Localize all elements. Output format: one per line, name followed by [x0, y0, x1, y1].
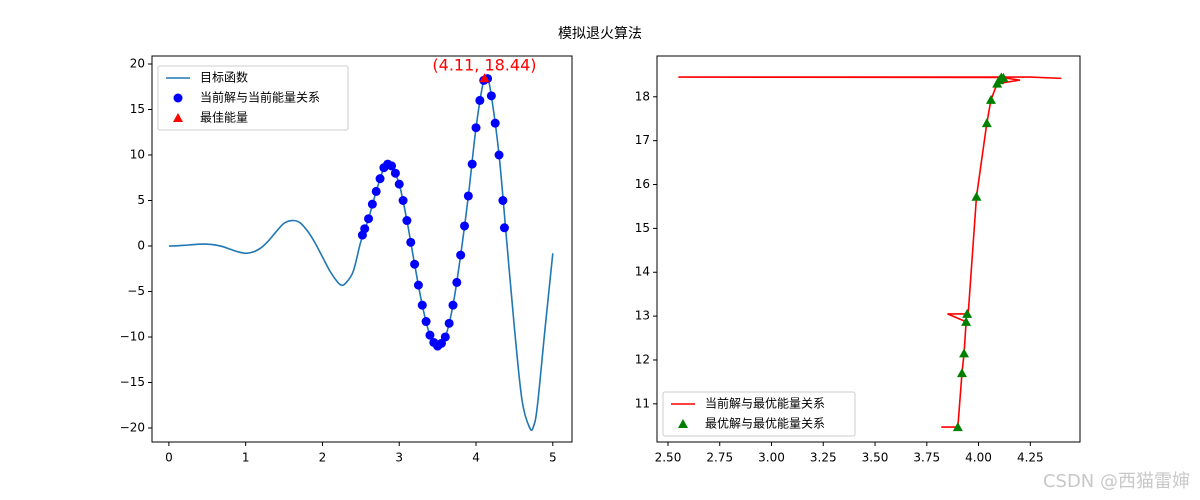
point — [961, 316, 972, 326]
point — [390, 168, 400, 178]
point — [452, 277, 462, 287]
legend-box — [662, 391, 856, 437]
legend-label: 目标函数 — [200, 70, 248, 85]
axes-frame — [151, 55, 573, 443]
y-tick-label: 16 — [635, 177, 650, 191]
y-tick-label: 15 — [635, 221, 650, 235]
point — [371, 186, 381, 196]
point — [364, 214, 374, 224]
point — [985, 94, 996, 104]
y-tick-label: 17 — [635, 133, 650, 147]
legend-label: 当前解与最优能量关系 — [705, 396, 825, 411]
point — [440, 332, 450, 342]
point — [406, 237, 416, 247]
y-tick-label: 20 — [130, 57, 145, 71]
point — [367, 199, 377, 209]
axes-frame — [656, 55, 1081, 443]
legend-label: 最佳能量 — [200, 111, 248, 125]
y-tick-label: 11 — [635, 396, 650, 410]
legend-box — [157, 65, 349, 131]
point — [375, 174, 385, 184]
point — [971, 191, 982, 201]
point — [998, 72, 1009, 82]
point — [952, 422, 963, 432]
x-tick-label: 3.50 — [862, 451, 889, 465]
watermark: CSDN @西猫雷婶 — [1043, 471, 1190, 492]
point — [962, 308, 973, 318]
point — [471, 123, 481, 133]
point — [475, 95, 485, 105]
point — [956, 368, 967, 378]
point — [486, 91, 496, 101]
legend-label: 当前解与当前能量关系 — [200, 90, 320, 105]
y-tick-label: −5 — [127, 284, 145, 298]
point — [425, 330, 435, 340]
x-tick-label: 2 — [319, 451, 327, 465]
point — [463, 191, 473, 201]
y-tick-label: 13 — [635, 309, 650, 323]
point — [394, 179, 404, 189]
annotation: (4.11, 18.44) — [432, 56, 536, 75]
y-tick-label: 0 — [137, 238, 145, 252]
x-tick-label: 4 — [472, 451, 480, 465]
x-tick-label: 2.50 — [655, 451, 682, 465]
point — [494, 150, 504, 160]
point — [981, 118, 992, 128]
x-tick-label: 3.25 — [810, 451, 837, 465]
point — [402, 216, 412, 226]
point — [413, 280, 423, 290]
point — [490, 118, 500, 128]
x-tick-label: 3 — [395, 451, 403, 465]
point — [456, 250, 466, 260]
y-tick-label: 15 — [130, 102, 145, 116]
line — [678, 76, 1062, 428]
point — [398, 195, 408, 205]
y-tick-label: −10 — [120, 329, 145, 343]
y-tick-label: 10 — [130, 148, 145, 162]
point — [460, 221, 470, 231]
point — [479, 73, 490, 83]
x-tick-label: 4.25 — [1017, 451, 1044, 465]
x-tick-label: 5 — [549, 451, 557, 465]
plot-area — [168, 73, 554, 432]
point — [959, 348, 970, 358]
y-tick-label: −20 — [120, 420, 145, 434]
legend-swatch — [173, 113, 183, 122]
point — [360, 224, 370, 234]
y-tick-label: 14 — [635, 265, 650, 279]
point — [444, 318, 454, 328]
point — [499, 223, 509, 233]
point — [387, 161, 397, 171]
point — [448, 300, 458, 310]
y-tick-label: 5 — [137, 193, 145, 207]
x-tick-label: 3.75 — [913, 451, 940, 465]
point — [417, 300, 427, 310]
x-tick-label: 1 — [242, 451, 250, 465]
figure-title: 模拟退火算法 — [558, 26, 642, 42]
x-tick-label: 2.75 — [706, 451, 733, 465]
point — [410, 259, 420, 269]
y-tick-label: 18 — [635, 89, 650, 103]
x-tick-label: 3.00 — [758, 451, 785, 465]
y-tick-label: 12 — [635, 352, 650, 366]
point — [498, 195, 508, 205]
point — [467, 159, 477, 169]
legend-swatch — [173, 93, 183, 103]
plot-area — [678, 72, 1062, 432]
legend-label: 最优解与最优能量关系 — [705, 417, 825, 431]
x-tick-label: 0 — [165, 451, 173, 465]
point — [421, 317, 431, 327]
y-tick-label: −15 — [120, 375, 145, 389]
x-tick-label: 4.00 — [965, 451, 992, 465]
legend-swatch — [678, 419, 688, 428]
